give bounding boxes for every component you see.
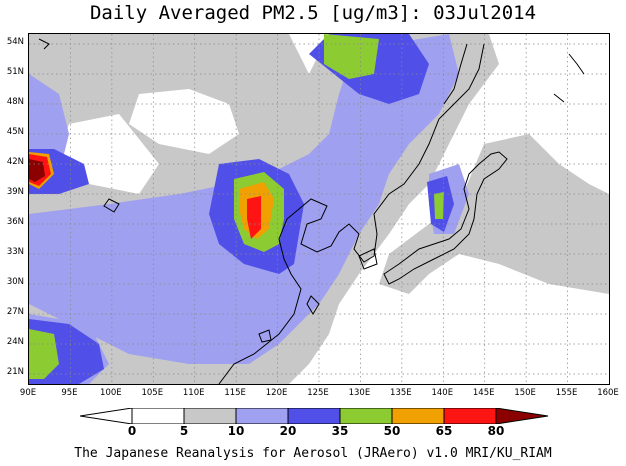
clean-air-south: [319, 294, 609, 384]
baikal-coast: [38, 38, 50, 50]
lon-tick-label: 110E: [182, 388, 205, 398]
kuril-coast: [553, 53, 585, 103]
field-65-80: [247, 196, 261, 239]
lat-tick-label: 24N: [6, 337, 24, 347]
lat-tick-label: 27N: [6, 307, 24, 317]
lon-tick-label: 90E: [19, 388, 37, 398]
clean-air-northeast: [499, 34, 609, 184]
lon-tick-label: 130E: [348, 388, 371, 398]
lon-tick-label: 120E: [265, 388, 288, 398]
coastlines: [38, 38, 585, 384]
lon-tick-label: 145E: [472, 388, 495, 398]
colorbar-segment-5-10: [183, 408, 237, 424]
mainland-coast: [218, 43, 485, 384]
colorbar-label-50: 50: [383, 424, 401, 438]
lon-tick-label: 115E: [224, 388, 246, 398]
colorbar-segment-65-80: [443, 408, 497, 424]
lon-tick-label: 160E: [597, 388, 619, 398]
colorbar-segment-10-20: [235, 408, 289, 424]
lat-tick-label: 21N: [6, 367, 24, 377]
lon-tick-label: 125E: [307, 388, 329, 398]
japan-coast: [383, 151, 508, 285]
pm25-map-canvas: [29, 34, 609, 384]
colorbar: [80, 408, 549, 424]
lon-tick-label: 105E: [141, 388, 164, 398]
lat-tick-label: 42N: [6, 157, 24, 167]
lon-tick-label: 155E: [555, 388, 578, 398]
field-above-80: [29, 159, 45, 182]
lake-coast: [103, 198, 120, 213]
lat-tick-label: 33N: [6, 247, 24, 257]
field-35-50-japan: [434, 192, 444, 219]
colorbar-label-10: 10: [227, 424, 245, 438]
colorbar-segment-20-35: [287, 408, 341, 424]
clean-air-north: [129, 89, 239, 154]
pm25-map: [28, 33, 610, 385]
lat-tick-label: 51N: [6, 67, 24, 77]
colorbar-label-35: 35: [331, 424, 349, 438]
colorbar-label-5: 5: [179, 424, 189, 438]
colorbar-label-20: 20: [279, 424, 297, 438]
colorbar-segment-0-5: [131, 408, 185, 424]
map-title: Daily Averaged PM2.5 [ug/m3]: 03Jul2014: [89, 2, 537, 24]
taiwan-coast: [306, 295, 320, 315]
colorbar-label-80: 80: [487, 424, 505, 438]
colorbar-label-65: 65: [435, 424, 453, 438]
lat-tick-label: 48N: [6, 97, 24, 107]
lat-tick-label: 54N: [6, 37, 24, 47]
lat-tick-label: 36N: [6, 217, 24, 227]
korea-coast: [358, 248, 378, 270]
colorbar-label-0: 0: [127, 424, 137, 438]
field-35-50-northeast: [324, 34, 379, 79]
colorbar-segment-below: [80, 408, 133, 424]
lon-tick-label: 100E: [100, 388, 122, 398]
sakhalin-coast: [443, 43, 468, 105]
lat-tick-label: 39N: [6, 187, 24, 197]
lon-tick-label: 135E: [390, 388, 412, 398]
lon-tick-label: 140E: [431, 388, 454, 398]
footer-credit: The Japanese Reanalysis for Aerosol (JRA…: [74, 446, 552, 461]
colorbar-segment-35-50: [339, 408, 393, 424]
lon-tick-label: 95E: [61, 388, 78, 398]
field-35-50-southwest: [29, 329, 59, 379]
lon-tick-label: 150E: [514, 388, 536, 398]
hainan-coast: [258, 329, 272, 343]
colorbar-segment-above: [495, 408, 549, 424]
colorbar-segment-50-65: [391, 408, 445, 424]
lat-tick-label: 30N: [6, 277, 24, 287]
lat-tick-label: 45N: [6, 127, 24, 137]
